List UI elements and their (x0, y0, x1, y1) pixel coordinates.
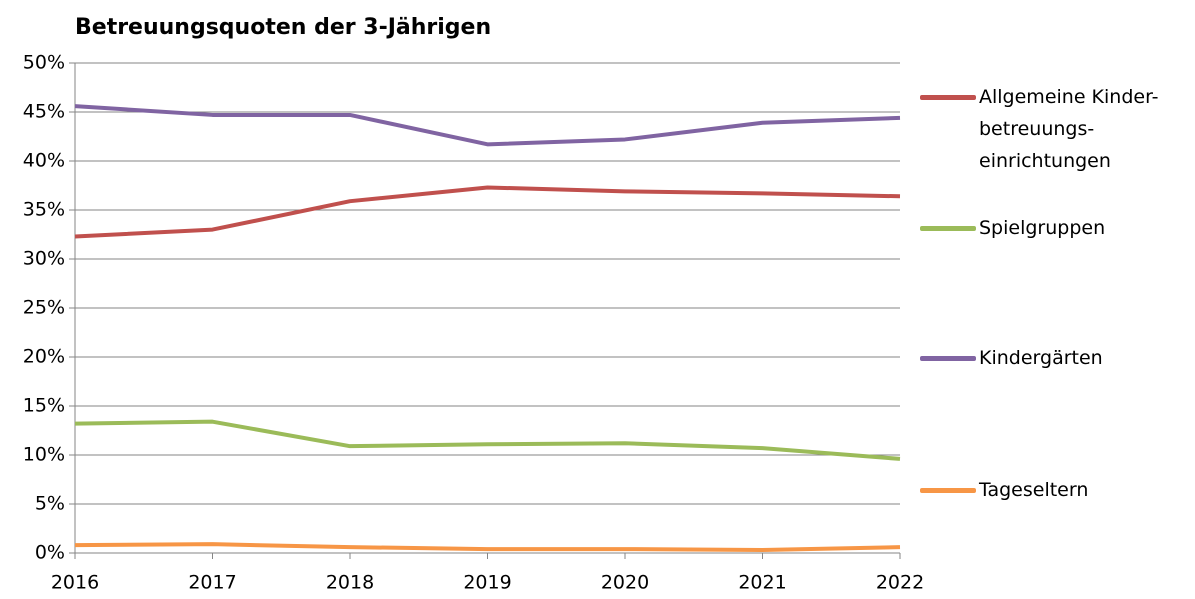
x-tick-label: 2018 (326, 572, 374, 594)
y-tick-label: 50% (23, 52, 65, 74)
y-tick-label: 15% (23, 395, 65, 417)
legend-label: Spielgruppen (979, 217, 1106, 239)
y-tick-label: 5% (35, 493, 65, 515)
legend-label: Kindergärten (979, 347, 1103, 369)
legend-swatch (920, 226, 976, 231)
series-line (74, 542, 901, 553)
legend-swatch (920, 95, 976, 100)
y-tick-label: 40% (23, 150, 65, 172)
legend-item: Spielgruppen (920, 212, 1164, 244)
x-tick-label: 2019 (463, 572, 511, 594)
x-tick-label: 2021 (738, 572, 786, 594)
y-tick-label: 45% (23, 101, 65, 123)
series-line (74, 419, 901, 461)
legend-label: Tageseltern (979, 479, 1089, 501)
series-line (74, 185, 901, 239)
legend-item: Kindergärten (920, 342, 1164, 374)
x-tick-label: 2017 (188, 572, 236, 594)
legend-swatch (920, 356, 976, 361)
x-tick-label: 2022 (876, 572, 924, 594)
legend-swatch (920, 488, 976, 493)
legend-item: Allgemeine Kinder-betreuungs-einrichtung… (920, 81, 1164, 177)
y-tick-label: 25% (23, 297, 65, 319)
series-line (74, 104, 901, 147)
y-tick-label: 0% (35, 542, 65, 564)
y-tick-label: 30% (23, 248, 65, 270)
y-tick-label: 35% (23, 199, 65, 221)
legend-item: Tageseltern (920, 474, 1164, 506)
x-tick-label: 2020 (601, 572, 649, 594)
y-tick-label: 10% (23, 444, 65, 466)
chart-title: Betreuungsquoten der 3-Jährigen (75, 15, 491, 40)
x-tick-label: 2016 (51, 572, 99, 594)
legend-label: Allgemeine Kinder-betreuungs-einrichtung… (979, 86, 1159, 172)
y-tick-label: 20% (23, 346, 65, 368)
